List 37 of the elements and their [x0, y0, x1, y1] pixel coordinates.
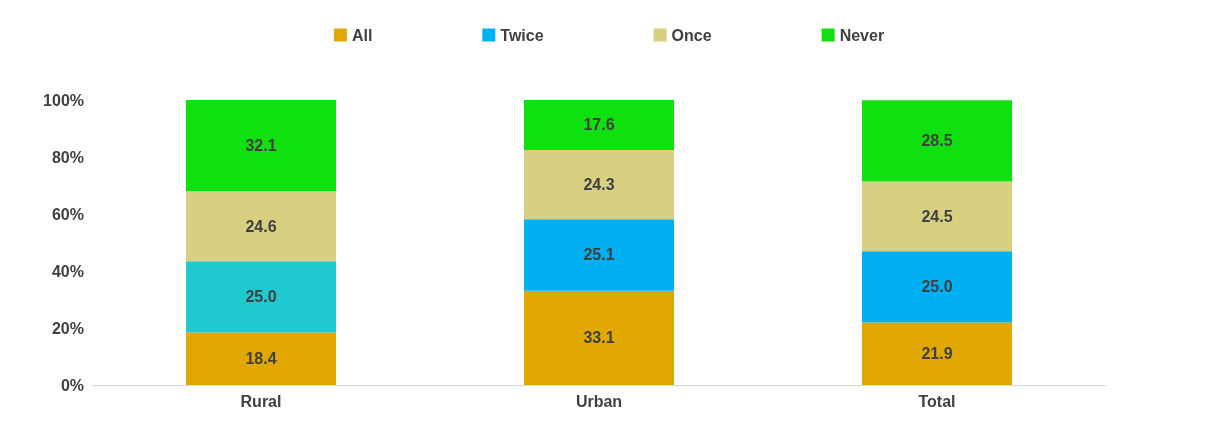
data-label: 33.1 — [583, 329, 615, 347]
data-label: 24.6 — [245, 217, 277, 235]
data-label: 17.6 — [583, 116, 615, 134]
data-label: 25.0 — [921, 278, 953, 296]
data-label: 18.4 — [245, 350, 277, 368]
bar — [524, 149, 674, 220]
bar — [862, 100, 1012, 182]
legend-label: Never — [839, 26, 885, 44]
data-label: 25.0 — [245, 288, 277, 306]
bar — [524, 290, 674, 385]
data-label: 24.5 — [921, 207, 953, 225]
data-label: 21.9 — [921, 345, 953, 363]
y-tick-label: 40% — [51, 262, 84, 280]
data-label: 24.3 — [583, 176, 615, 193]
bar — [524, 100, 674, 150]
legend-label: Twice — [500, 26, 544, 44]
bar — [862, 251, 1012, 323]
data-label: 25.1 — [583, 246, 615, 264]
y-tick-label: 100% — [43, 91, 84, 109]
bar — [186, 332, 336, 385]
bar — [186, 261, 336, 333]
bar — [524, 219, 674, 291]
legend-label: Once — [671, 26, 712, 44]
bar — [186, 100, 336, 192]
bar — [862, 322, 1012, 385]
y-tick-label: 20% — [51, 319, 84, 337]
bar — [862, 181, 1012, 252]
x-tick-label: Rural — [240, 392, 282, 410]
data-label: 32.1 — [245, 137, 277, 155]
y-tick-label: 60% — [51, 205, 84, 223]
y-tick-label: 0% — [60, 376, 84, 394]
data-label: 28.5 — [921, 132, 953, 150]
x-tick-label: Total — [918, 392, 956, 410]
bar — [186, 191, 336, 262]
legend-label: All — [351, 26, 373, 44]
y-tick-label: 80% — [51, 148, 84, 166]
x-tick-label: Urban — [575, 392, 623, 410]
